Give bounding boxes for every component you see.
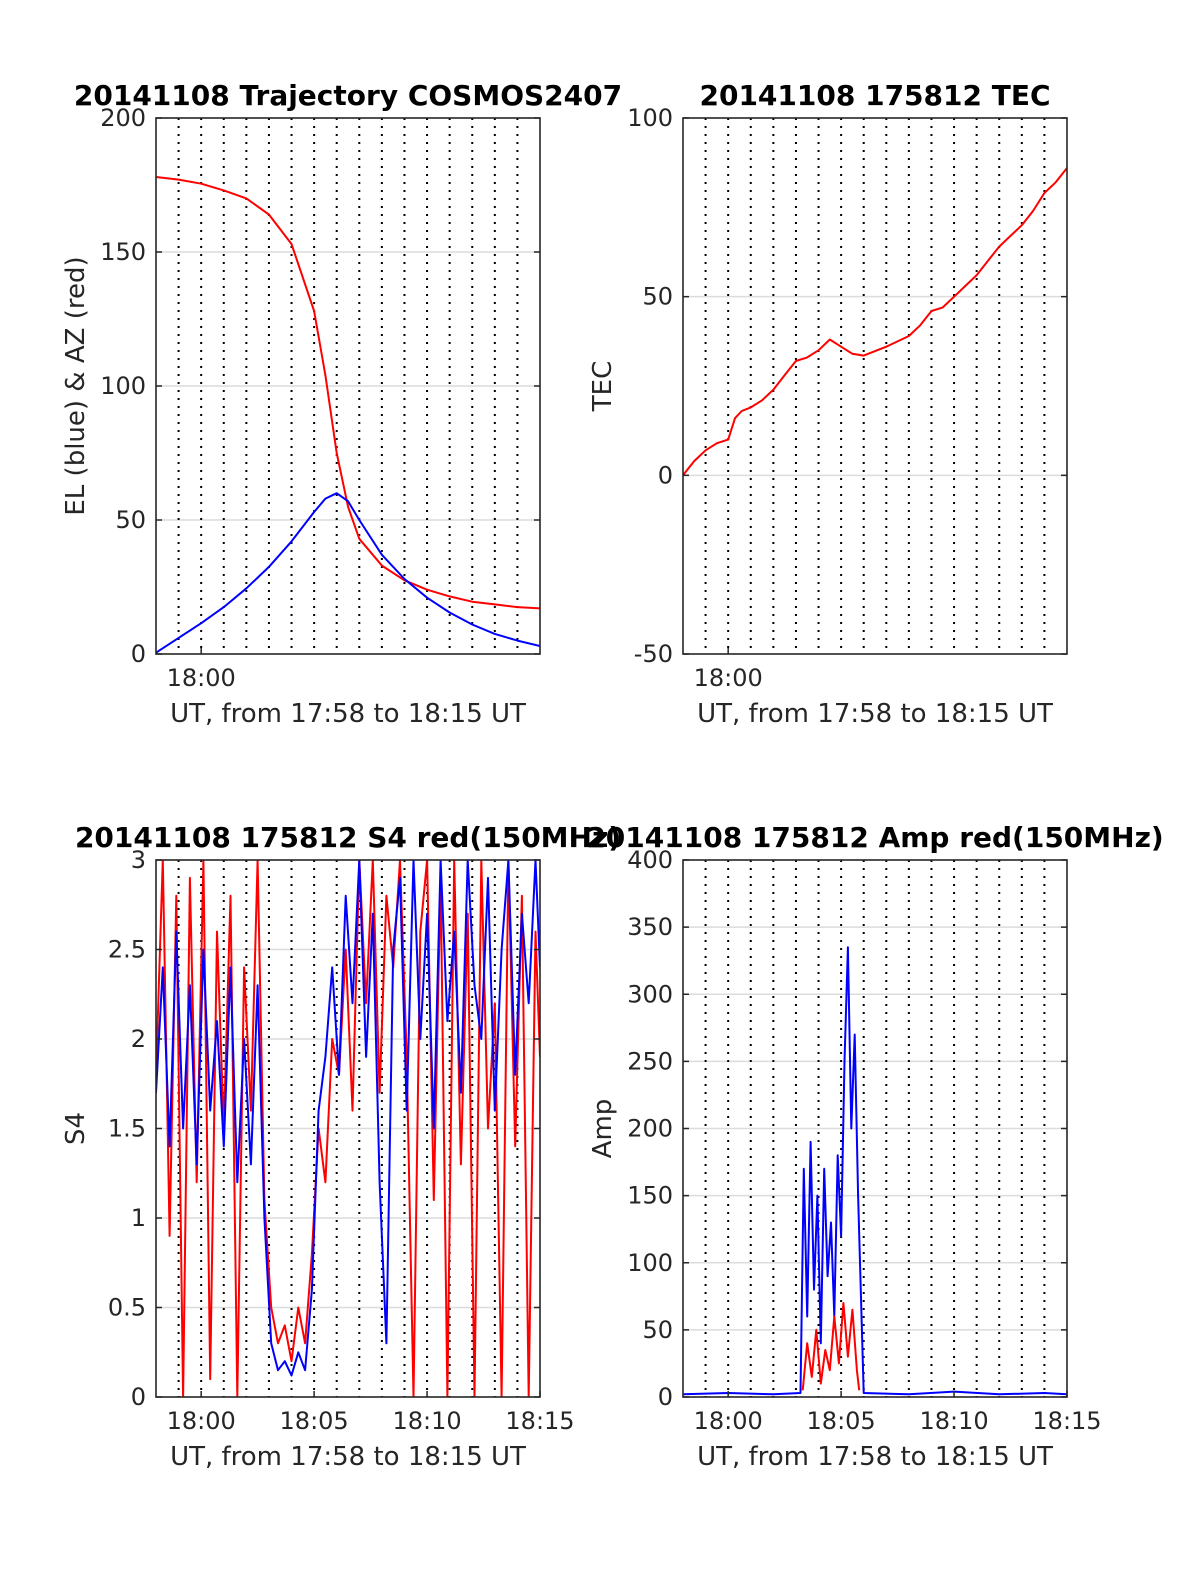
- y-tick-label: 150: [100, 238, 146, 266]
- y-tick-label: 50: [642, 1316, 673, 1344]
- y-tick-label: 400: [627, 846, 673, 874]
- series-line-1: [156, 860, 540, 1397]
- y-tick-label: 350: [627, 913, 673, 941]
- y-tick-label: 200: [100, 104, 146, 132]
- chart-panel-1: 0 50 100 150 200 18:00 20141108 Trajectory COS…: [61, 79, 622, 729]
- y-tick-label: -50: [634, 640, 673, 668]
- x-tick-label: 18:05: [280, 1407, 349, 1435]
- y-tick-label: 0: [658, 461, 673, 489]
- y-tick-label: 2: [131, 1025, 146, 1053]
- x-tick-label: 18:10: [392, 1407, 461, 1435]
- y-tick-label: 200: [627, 1115, 673, 1143]
- axes-box: [682, 117, 1068, 655]
- chart-title: 20141108 175812 S4 red(150MHz): [75, 821, 621, 854]
- y-tick-label: 0.5: [108, 1294, 146, 1322]
- y-tick-label: 150: [627, 1182, 673, 1210]
- x-tick-label: 18:00: [167, 664, 236, 692]
- y-tick-label: 100: [100, 372, 146, 400]
- series-line-2: [156, 492, 540, 654]
- chart-title: 20141108 175812 Amp red(150MHz): [586, 821, 1163, 854]
- y-axis-label: EL (blue) & AZ (red): [61, 256, 91, 515]
- x-axis-label: UT, from 17:58 to 18:15 UT: [170, 1442, 526, 1472]
- x-axis-label: UT, from 17:58 to 18:15 UT: [697, 1442, 1053, 1472]
- y-tick-label: 0: [131, 640, 146, 668]
- y-tick-label: 100: [627, 104, 673, 132]
- x-axis-label: UT, from 17:58 to 18:15 UT: [697, 699, 1053, 729]
- y-tick-label: 50: [642, 283, 673, 311]
- y-tick-label: 1: [131, 1204, 146, 1232]
- y-axis-label: TEC: [588, 361, 618, 412]
- x-tick-label: 18:00: [167, 1407, 236, 1435]
- x-tick-label: 18:15: [505, 1407, 574, 1435]
- x-tick-label: 18:10: [919, 1407, 988, 1435]
- y-tick-label: 0: [658, 1383, 673, 1411]
- chart-title: 20141108 175812 TEC: [699, 79, 1050, 112]
- y-axis-label: Amp: [588, 1099, 618, 1159]
- y-tick-label: 3: [131, 846, 146, 874]
- chart-panel-3: 0 0.5 1 1.5 2 2.5 3 18:00 18:05 18:10 18:15 2014110…: [61, 821, 621, 1472]
- x-tick-label: 18:00: [694, 1407, 763, 1435]
- y-tick-label: 250: [627, 1047, 673, 1075]
- series-line-1: [156, 176, 540, 610]
- y-tick-label: 50: [115, 506, 146, 534]
- chart-panel-4: 0 50 100 150 200 250 300 350 400 18:00 18:05 18:10 1…: [586, 821, 1163, 1472]
- x-tick-label: 18:05: [807, 1407, 876, 1435]
- y-tick-label: 2.5: [108, 936, 146, 964]
- y-tick-label: 100: [627, 1249, 673, 1277]
- chart-title: 20141108 Trajectory COSMOS2407: [74, 79, 622, 112]
- y-axis-label: S4: [61, 1112, 91, 1145]
- y-tick-label: 0: [131, 1383, 146, 1411]
- series-line-2: [156, 860, 540, 1377]
- x-tick-label: 18:15: [1032, 1407, 1101, 1435]
- x-axis-label: UT, from 17:58 to 18:15 UT: [170, 699, 526, 729]
- series-line-2: [801, 1302, 861, 1391]
- y-tick-label: 300: [627, 980, 673, 1008]
- series-line-1: [683, 167, 1067, 476]
- x-tick-label: 18:00: [694, 664, 763, 692]
- y-tick-label: 1.5: [108, 1115, 146, 1143]
- chart-panel-2: -50 0 50 100 18:00 20141108 175812 TEC UT, fro…: [588, 79, 1068, 729]
